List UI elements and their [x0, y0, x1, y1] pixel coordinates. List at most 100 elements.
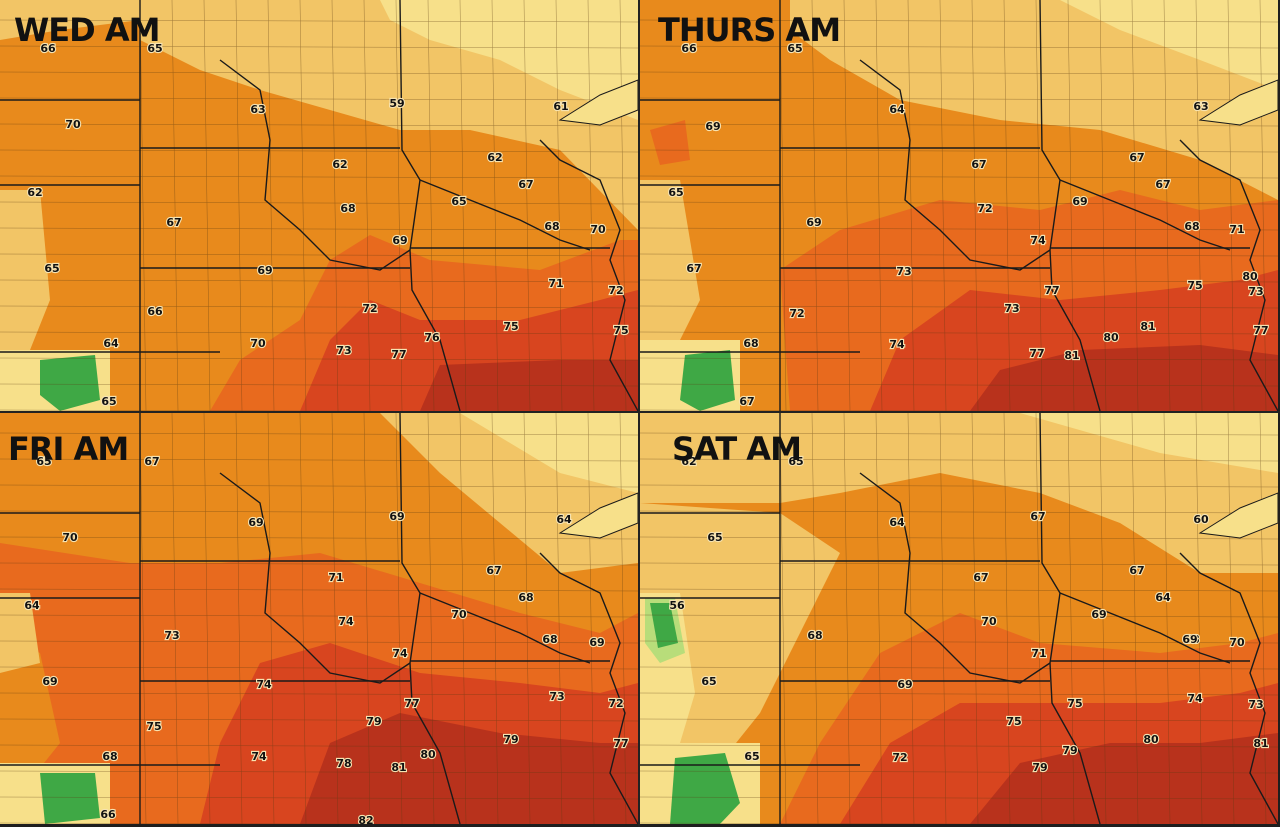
temperature-label: 73 [1004, 302, 1019, 315]
temperature-label: 78 [336, 757, 351, 770]
temperature-label: 79 [366, 715, 381, 728]
temperature-label: 67 [973, 571, 988, 584]
temperature-label: 70 [451, 608, 467, 621]
temperature-label: 75 [146, 720, 161, 733]
temperature-label: 75 [613, 324, 628, 337]
temperature-label: 69 [1182, 633, 1197, 646]
temperature-band-orange [0, 633, 60, 793]
temperature-band-tan [640, 413, 1278, 573]
temperature-band-green [670, 753, 740, 824]
temperature-band-dark-red [300, 713, 638, 824]
temperature-label: 70 [590, 223, 606, 236]
temperature-map-thurs: 66 65 69 65 69 67 72 73 74 68 67 64 63 67 67 68 69 71 72 74… [640, 0, 1278, 411]
temperature-band-light-yellow [460, 413, 638, 493]
state-borders [640, 0, 1278, 411]
temperature-label: 63 [1193, 100, 1208, 113]
temperature-map-fri: 65 67 70 69 64 73 71 74 69 70 67 68 64 68 69 74 74 69 75 73… [0, 413, 638, 824]
county-borders [640, 0, 1278, 411]
temperature-label: 79 [503, 733, 518, 746]
temperature-label: 75 [1006, 715, 1021, 728]
temperature-label: 69 [806, 216, 821, 229]
temperature-band-light-yellow [1060, 0, 1278, 90]
temperature-label: 80 [1103, 331, 1119, 344]
temperature-label: 74 [392, 647, 408, 660]
temperature-label: 72 [977, 202, 992, 215]
temperature-label: 77 [404, 697, 419, 710]
temperature-label: 79 [1032, 761, 1047, 774]
temperature-label: 73 [164, 629, 179, 642]
temperature-label: 69 [248, 516, 263, 529]
temperature-label: 71 [328, 571, 343, 584]
temperature-label: 68 [518, 591, 533, 604]
temperature-label: 77 [613, 737, 628, 750]
temperature-label: 74 [251, 750, 267, 763]
temperature-label: 75 [1067, 697, 1082, 710]
temperature-label: 80 [1143, 733, 1159, 746]
lake-superior [1198, 79, 1278, 126]
panel-divider-vertical [638, 0, 640, 827]
temperature-label: 65 [451, 195, 466, 208]
temperature-label: 80 [420, 748, 436, 761]
panel-title: SAT AM [672, 430, 802, 468]
temperature-label: 77 [391, 348, 406, 361]
temperature-band-light-yellow [1020, 413, 1278, 473]
temperature-label: 71 [1229, 223, 1244, 236]
temperature-label: 69 [1091, 608, 1106, 621]
temperature-label: 67 [144, 455, 159, 468]
temperature-band-dark-red [970, 345, 1278, 411]
temperature-label: 68 [542, 633, 557, 646]
temperature-label: 67 [739, 395, 754, 408]
panel-thurs: 66 65 69 65 69 67 72 73 74 68 67 64 63 67 67 68 69 71 72 74… [640, 0, 1278, 411]
temperature-label: 69 [897, 678, 912, 691]
temperature-label: 65 [668, 186, 683, 199]
temperature-label: 69 [1072, 195, 1087, 208]
temperature-label: 67 [1030, 510, 1045, 523]
county-borders [0, 413, 638, 824]
temperature-label: 74 [1030, 234, 1046, 247]
panel-title: THURS AM [658, 11, 841, 49]
temperature-label: 64 [103, 337, 119, 350]
temperature-label: 61 [553, 100, 568, 113]
temperature-label: 67 [1129, 151, 1144, 164]
temperature-label: 68 [1184, 633, 1199, 646]
panel-sat: 62 65 65 64 67 56 67 68 67 69 68 65 70 71 69 70 69 72 74 75… [640, 413, 1278, 824]
temperature-label: 70 [1229, 636, 1245, 649]
temperature-label: 74 [1187, 692, 1203, 705]
lake-superior [558, 492, 638, 539]
temperature-label: 69 [705, 120, 720, 133]
county-borders [0, 0, 638, 411]
state-borders [640, 413, 1278, 824]
temperature-label: 65 [788, 455, 803, 468]
temperature-label: 77 [1029, 347, 1044, 360]
temperature-label: 74 [889, 338, 905, 351]
temperature-label: 63 [250, 103, 265, 116]
temperature-label: 71 [548, 277, 563, 290]
temperature-label: 62 [27, 186, 42, 199]
temperature-label: 81 [391, 761, 406, 774]
temperature-band-tan [640, 180, 700, 340]
temperature-label: 79 [1062, 744, 1077, 757]
temperature-label: 70 [62, 531, 78, 544]
temperature-label: 56 [669, 599, 685, 612]
state-borders [0, 413, 638, 824]
temperature-label: 62 [332, 158, 347, 171]
temperature-label: 73 [336, 344, 351, 357]
temperature-label: 75 [1187, 279, 1202, 292]
temperature-label: 70 [981, 615, 997, 628]
temperature-band-tan [790, 0, 1278, 200]
temperature-label: 82 [358, 814, 373, 824]
temperature-label: 67 [1155, 178, 1170, 191]
temperature-label: 68 [1184, 220, 1199, 233]
temperature-label: 72 [362, 302, 377, 315]
temperature-label: 65 [101, 395, 116, 408]
temperature-label: 65 [744, 750, 759, 763]
temperature-label: 59 [389, 97, 404, 110]
temperature-label: 71 [1031, 647, 1046, 660]
temperature-label: 74 [256, 678, 272, 691]
temperature-label: 72 [892, 751, 907, 764]
temperature-label: 67 [686, 262, 701, 275]
panel-divider-horizontal [0, 411, 1280, 413]
panel-fri: 65 67 70 69 64 73 71 74 69 70 67 68 64 68 69 74 74 69 75 73… [0, 413, 638, 824]
